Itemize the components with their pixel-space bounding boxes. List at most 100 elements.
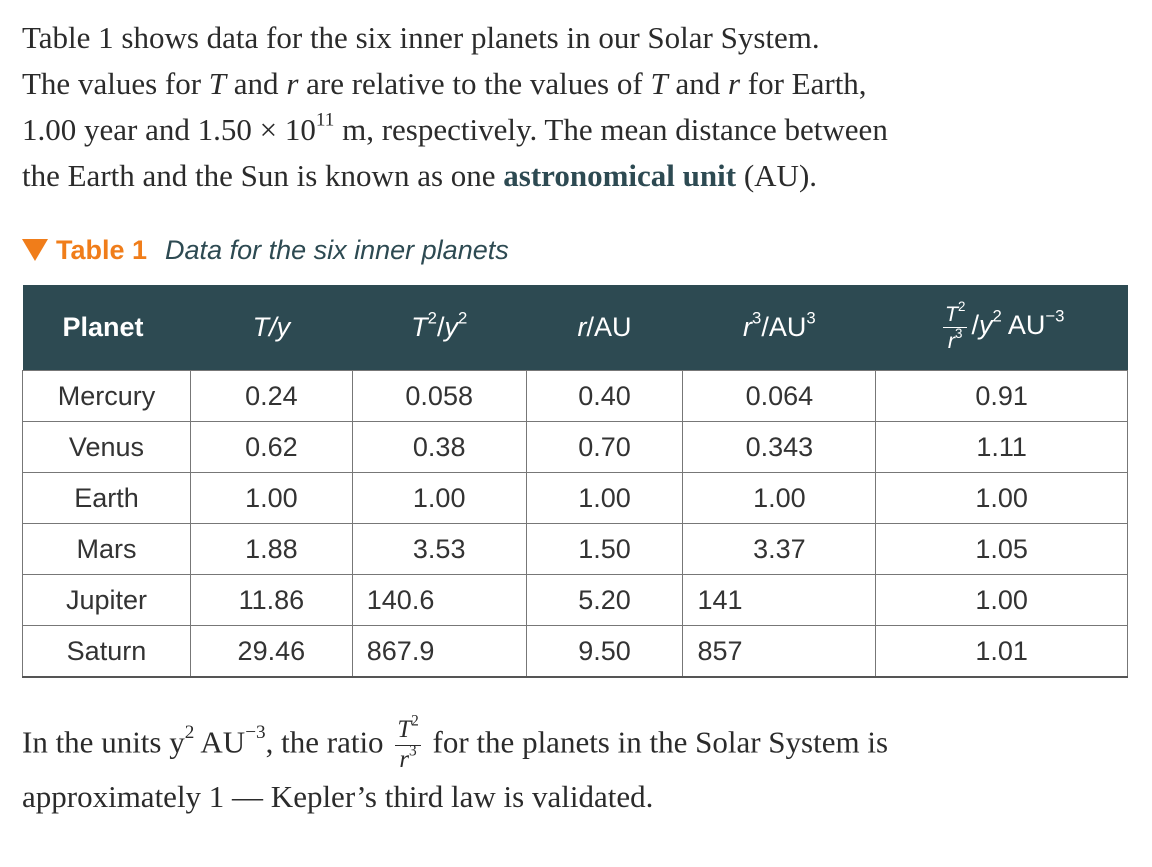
planet-name: Earth [22,472,191,524]
table-cell: 0.38 [351,421,527,473]
exponent: 2 [992,307,1002,327]
exponent: 3 [955,325,963,341]
conclusion-paragraph: In the units y 2 AU−3, the ratio T2 r3 for… [22,713,889,830]
symbol: r [577,312,587,342]
table-cell: 5.20 [525,574,684,626]
line: The values for T and r are relative to t… [22,61,888,107]
table-cell: 1.11 [875,421,1128,473]
numerator: T2 [942,300,968,328]
exponent: 11 [315,109,335,131]
text: /AU [761,312,807,342]
exponent: 3 [409,742,417,760]
line: 1.00 year and 1.50 × 1011 m, respectivel… [22,107,888,153]
exponent: 3 [806,308,816,328]
table-cell: 1.01 [875,625,1128,678]
exponent: 2 [457,308,468,328]
text: Planet [62,312,144,342]
table-cell: 0.24 [189,370,353,422]
table-cell: 1.88 [189,523,353,575]
header-row: Planet T/y T2/y2 r/AU r3/AU3 T2 r3/y2 AU−… [22,285,1128,371]
denominator: r3 [943,325,968,352]
planet-name: Mars [22,523,191,575]
table-row: Mars 1.88 3.53 1.50 3.37 1.05 [22,523,1128,575]
exponent: 2 [427,308,437,328]
table-cell: 1.00 [875,574,1128,626]
symbol: y [444,312,458,342]
line: In the units y 2 AU−3, the ratio T2 r3 for… [22,713,889,774]
text: , the ratio [265,724,392,760]
symbol: y [979,310,993,341]
symbol: T [397,716,412,743]
numerator: T2 [395,713,421,746]
exponent: 2 [958,299,966,315]
text: AU [1001,310,1046,341]
table-row: Venus 0.62 0.38 0.70 0.343 1.11 [22,421,1128,473]
table-cell: 3.37 [682,523,877,575]
header-cell: T2 r3/y2 AU−3 [875,285,1128,371]
table-cell: 0.91 [875,370,1128,422]
symbol: r [399,745,410,773]
exponent: −3 [1045,307,1065,327]
text: / [436,312,445,342]
table-body: Mercury 0.24 0.058 0.40 0.064 0.91 Venus 0.62 0.… [22,370,1128,678]
fraction: T2 r3 [395,713,421,773]
header-cell: r3/AU3 [682,285,876,371]
table-cell: 1.00 [875,472,1128,524]
planet-name: Jupiter [22,574,191,626]
caption-label: Table 1 [56,235,148,265]
intro-paragraph: Table 1 shows data for the six inner pla… [22,15,888,199]
text: and [226,66,287,101]
table-row: Earth 1.00 1.00 1.00 1.00 1.00 [22,472,1128,524]
text: 1.00 year and 1.50 × 10 [22,112,316,147]
header-cell: r/AU [526,285,683,371]
planet-name: Mercury [22,370,191,422]
text: the Earth and the Sun is known as one [22,158,504,193]
table-cell: 0.62 [189,421,353,473]
table-cell: 141 [682,574,877,626]
planet-name: Saturn [22,625,191,678]
text: are relative to the values of [298,66,651,101]
table-cell: 11.86 [189,574,353,626]
symbol: r [727,66,741,101]
text: In the units y [22,724,185,760]
table-cell: 867.9 [351,625,527,678]
table-row: Jupiter 11.86 140.6 5.20 141 1.00 [22,574,1128,626]
text: Table 1 shows data for the six inner pla… [22,20,820,55]
header-cell: T2/y2 [352,285,527,371]
caption-title: Data for the six inner planets [165,235,509,265]
table-cell: 1.50 [525,523,684,575]
table-cell: 140.6 [351,574,527,626]
symbol: r [743,312,753,342]
symbol: T [944,301,959,327]
header-cell: T/y [190,285,353,371]
symbol: T [411,312,428,342]
table-cell: 1.00 [525,472,684,524]
data-table: Planet T/y T2/y2 r/AU r3/AU3 T2 r3/y2 AU−… [22,285,1128,678]
exponent: −3 [245,722,266,743]
table-cell: 1.00 [351,472,527,524]
line: Table 1 shows data for the six inner pla… [22,15,888,61]
table-header: Planet T/y T2/y2 r/AU r3/AU3 T2 r3/y2 AU−… [22,285,1128,371]
table-cell: 0.70 [525,421,684,473]
key-term: astronomical unit [503,158,737,193]
table-row: Mercury 0.24 0.058 0.40 0.064 0.91 [22,370,1128,422]
table-cell: 9.50 [525,625,684,678]
text: for the planets in the Solar System is [424,724,889,760]
symbol: T [650,66,668,101]
text: for Earth, [740,66,867,101]
symbol: r [286,66,299,101]
text: and [667,66,728,101]
table-cell: 857 [682,625,877,678]
denominator: r3 [395,743,420,773]
fraction: T2 r3 [942,300,968,352]
line: the Earth and the Sun is known as one as… [22,153,888,199]
text: AU [194,724,246,760]
table-caption: Table 1 Data for the six inner planets [22,230,509,270]
table-cell: 1.00 [682,472,877,524]
caption-marker [22,239,48,261]
exponent: 2 [411,712,419,730]
table-cell: 1.05 [875,523,1128,575]
text: (AU). [736,158,818,193]
table-cell: 0.064 [682,370,877,422]
